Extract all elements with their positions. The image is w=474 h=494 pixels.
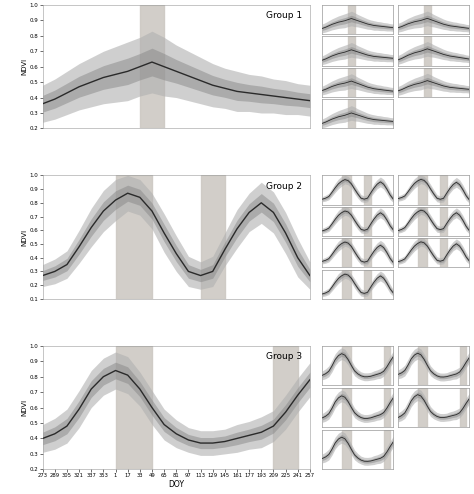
Bar <box>342 270 351 299</box>
Bar <box>418 388 427 427</box>
Bar <box>383 430 390 469</box>
Bar <box>418 346 427 385</box>
Text: Group 1: Group 1 <box>266 11 302 20</box>
Bar <box>348 68 355 97</box>
Bar <box>348 37 355 66</box>
Bar <box>201 175 225 299</box>
Bar <box>348 5 355 34</box>
Bar <box>418 207 427 236</box>
Bar <box>364 270 371 299</box>
Bar <box>460 346 466 385</box>
Bar <box>383 346 390 385</box>
Bar <box>418 238 427 267</box>
Bar <box>424 5 430 34</box>
Y-axis label: NDVI: NDVI <box>21 58 27 75</box>
Bar <box>364 207 371 236</box>
Bar <box>342 388 351 427</box>
Bar <box>424 68 430 97</box>
Y-axis label: NDVI: NDVI <box>21 229 27 246</box>
Bar <box>424 37 430 66</box>
Bar <box>440 207 447 236</box>
Bar <box>460 388 466 427</box>
Bar <box>342 207 351 236</box>
Text: Group 2: Group 2 <box>266 182 302 191</box>
Bar <box>364 175 371 205</box>
Bar <box>116 175 152 299</box>
Bar <box>140 5 164 128</box>
Bar <box>342 346 351 385</box>
Bar <box>440 175 447 205</box>
Bar <box>418 175 427 205</box>
Bar <box>342 430 351 469</box>
Bar <box>273 346 298 469</box>
Bar <box>364 238 371 267</box>
Bar <box>440 238 447 267</box>
Bar <box>383 388 390 427</box>
Bar <box>348 99 355 128</box>
Bar <box>116 346 152 469</box>
Bar <box>342 238 351 267</box>
Y-axis label: NDVI: NDVI <box>21 399 27 416</box>
Bar <box>342 175 351 205</box>
X-axis label: DOY: DOY <box>168 480 184 489</box>
Text: Group 3: Group 3 <box>266 352 302 361</box>
